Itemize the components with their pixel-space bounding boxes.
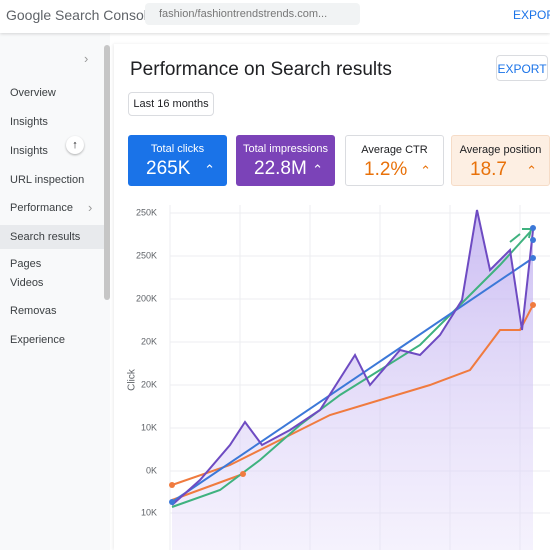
metric-value: 18.7 [470, 159, 507, 180]
y-tick-label: 20K [141, 379, 157, 389]
purple-line [171, 209, 534, 506]
date-filter[interactable]: Last 16 months [128, 92, 214, 116]
metric-label: Average CTR [361, 144, 428, 156]
expand-chevron[interactable]: › [88, 200, 93, 215]
trend-icon: ⌃ [204, 162, 215, 177]
y-tick-label: 10K [141, 507, 157, 517]
up-button[interactable]: ↑ [66, 136, 84, 154]
y-tick-label: 200K [136, 293, 157, 303]
y-axis-label: Click [127, 368, 138, 391]
nav-item[interactable]: URL inspection [10, 174, 85, 186]
y-tick-label: 250K [136, 207, 157, 217]
point[interactable] [169, 499, 175, 505]
trend-icon: ⌃ [312, 162, 323, 177]
scrollbar[interactable] [104, 45, 110, 300]
trend-icon: ⌃ [526, 163, 537, 178]
point[interactable] [169, 482, 175, 488]
point[interactable] [530, 255, 536, 261]
metric-card[interactable]: Average CTR 1.2% ⌃ [345, 135, 444, 186]
nav-item[interactable]: Search results [10, 231, 81, 243]
nav-item[interactable]: Experience [10, 334, 66, 346]
metric-label: Average position [459, 144, 542, 156]
orange-line [171, 304, 534, 486]
y-tick-label: 20K [141, 336, 157, 346]
metric-card[interactable]: Total impressions 22.8M ⌃ [236, 135, 335, 186]
logo[interactable]: Google Search Console [6, 7, 155, 23]
nav-item[interactable]: Performance [10, 202, 73, 214]
nav-item[interactable]: Pages [10, 258, 42, 270]
blue-line [171, 257, 534, 503]
nav-item[interactable]: Videos [10, 277, 44, 289]
nav-item[interactable]: Removas [10, 305, 57, 317]
trend-icon: ⌃ [420, 163, 431, 178]
top-bar: Google Search Console fashion/fashiontre… [0, 0, 550, 33]
point[interactable] [530, 237, 536, 243]
point[interactable] [530, 302, 536, 308]
page-title: Performance on Search results [130, 59, 392, 80]
y-tick-label: 250K [136, 250, 157, 260]
metric-value: 265K [146, 158, 191, 179]
metric-value: 22.8M [254, 158, 307, 179]
metric-label: Total clicks [150, 143, 205, 155]
y-tick-label: 0K [146, 465, 157, 475]
point[interactable] [530, 225, 536, 231]
y-tick-label: 10K [141, 422, 157, 432]
green-dash [509, 233, 521, 243]
collapse-chevron[interactable]: › [84, 51, 89, 66]
selected-highlight [0, 225, 104, 249]
green-line [171, 231, 531, 508]
search-field[interactable]: fashion/fashiontrendstrends.com... [145, 3, 360, 25]
export-link[interactable]: EXPORT [513, 8, 550, 22]
point[interactable] [240, 471, 246, 477]
nav-item[interactable]: Insights [10, 145, 48, 157]
nav-item[interactable]: Overview [10, 87, 56, 99]
metric-card[interactable]: Average position 18.7 ⌃ [451, 135, 550, 186]
export-button[interactable]: EXPORT [496, 55, 548, 81]
metric-label: Total impressions [243, 143, 328, 155]
metric-value: 1.2% [364, 159, 408, 180]
nav-item[interactable]: Insights [10, 116, 48, 128]
metric-card[interactable]: Total clicks 265K ⌃ [128, 135, 227, 186]
sidebar [0, 33, 110, 550]
